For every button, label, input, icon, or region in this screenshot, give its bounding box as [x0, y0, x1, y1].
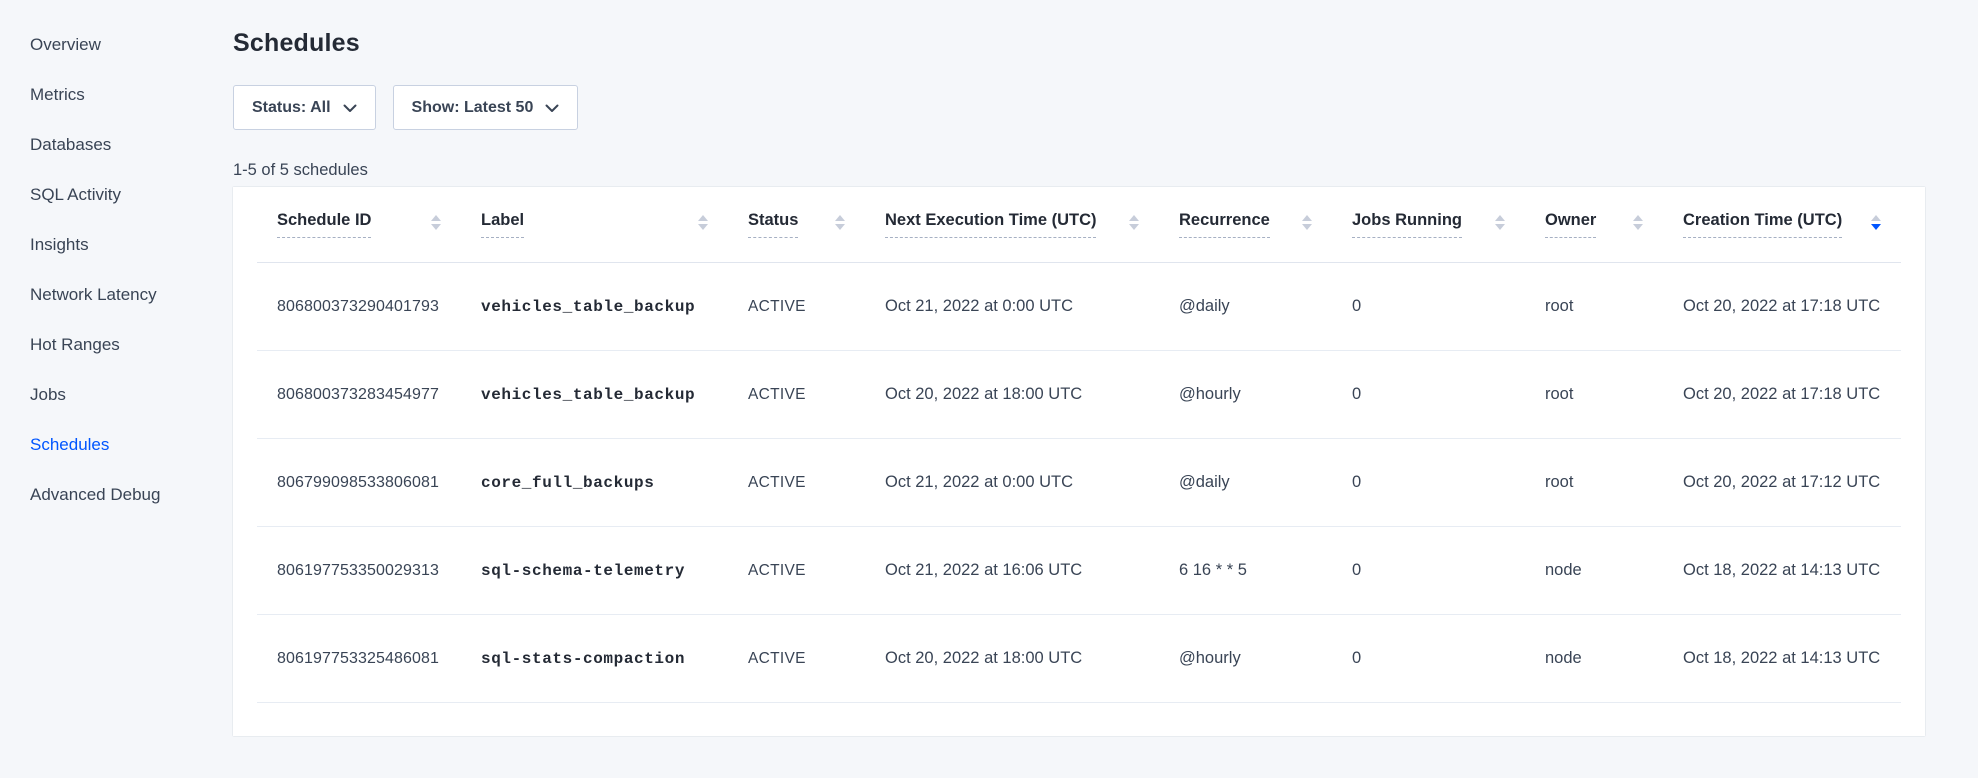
- sort-arrows-icon: [1129, 215, 1139, 230]
- chevron-down-icon: [545, 104, 559, 113]
- cell-status: ACTIVE: [748, 561, 806, 579]
- cell-creation-time: Oct 20, 2022 at 17:18 UTC: [1683, 385, 1881, 403]
- cell-jobs-running: 0: [1352, 561, 1362, 579]
- sort-arrows-icon: [431, 215, 441, 230]
- column-header-recurrence[interactable]: Recurrence: [1159, 211, 1332, 238]
- column-header-label: Next Execution Time (UTC): [885, 211, 1097, 238]
- column-header-owner[interactable]: Owner: [1525, 211, 1663, 238]
- chevron-down-icon: [343, 104, 357, 113]
- column-header-label: Label: [481, 211, 525, 238]
- cell-label: sql-schema-telemetry: [481, 561, 686, 580]
- sort-arrows-icon: [1871, 215, 1881, 230]
- column-header-next-execution[interactable]: Next Execution Time (UTC): [865, 211, 1159, 238]
- cell-schedule-id: 806799098533806081: [277, 473, 439, 491]
- cell-recurrence: @daily: [1179, 473, 1230, 491]
- table-header-row: Schedule ID Label Status Next Executio: [257, 187, 1901, 263]
- page-title: Schedules: [233, 29, 360, 57]
- table-row: 806197753325486081 sql-stats-compaction …: [257, 615, 1901, 703]
- show-filter-dropdown[interactable]: Show: Latest 50: [392, 85, 579, 130]
- cell-owner: root: [1545, 297, 1574, 315]
- sort-arrows-icon: [698, 215, 708, 230]
- table-row: 806197753350029313 sql-schema-telemetry …: [257, 527, 1901, 615]
- sort-arrows-icon: [835, 215, 845, 230]
- sidebar-item-advanced-debug[interactable]: Advanced Debug: [30, 485, 161, 504]
- cell-jobs-running: 0: [1352, 385, 1362, 403]
- sidebar-item-network-latency[interactable]: Network Latency: [30, 285, 157, 304]
- main-content: Schedules Status: All Show: Latest 50 1-…: [190, 0, 1978, 778]
- cell-status: ACTIVE: [748, 649, 806, 667]
- table-row: 806800373283454977 vehicles_table_backup…: [257, 351, 1901, 439]
- cell-owner: node: [1545, 561, 1582, 579]
- status-filter-label: Status: All: [252, 98, 331, 116]
- cell-status: ACTIVE: [748, 473, 806, 491]
- cell-schedule-id: 806197753325486081: [277, 649, 439, 667]
- column-header-jobs-running[interactable]: Jobs Running: [1332, 211, 1525, 238]
- column-header-label: Status: [748, 211, 799, 238]
- sidebar: Overview Metrics Databases SQL Activity Insi…: [0, 0, 190, 778]
- column-header-label: Owner: [1545, 211, 1597, 238]
- sidebar-item-overview[interactable]: Overview: [30, 35, 101, 54]
- cell-status: ACTIVE: [748, 297, 806, 315]
- sidebar-item-insights[interactable]: Insights: [30, 235, 89, 254]
- cell-creation-time: Oct 18, 2022 at 14:13 UTC: [1683, 561, 1881, 579]
- cell-label: vehicles_table_backup: [481, 297, 696, 316]
- sidebar-item-schedules[interactable]: Schedules: [30, 435, 110, 454]
- column-header-label: Schedule ID: [277, 211, 372, 238]
- column-header-label[interactable]: Label: [461, 211, 728, 238]
- sidebar-item-hot-ranges[interactable]: Hot Ranges: [30, 335, 120, 354]
- cell-recurrence: @hourly: [1179, 649, 1241, 667]
- cell-schedule-id: 806800373283454977: [277, 385, 439, 403]
- cell-creation-time: Oct 20, 2022 at 17:12 UTC: [1683, 473, 1881, 491]
- cell-label: sql-stats-compaction: [481, 649, 686, 668]
- cell-jobs-running: 0: [1352, 649, 1362, 667]
- cell-owner: root: [1545, 385, 1574, 403]
- cell-creation-time: Oct 20, 2022 at 17:18 UTC: [1683, 297, 1881, 315]
- cell-label: vehicles_table_backup: [481, 385, 696, 404]
- schedules-table-card: Schedule ID Label Status Next Executio: [233, 187, 1925, 736]
- cell-next-execution-time: Oct 20, 2022 at 18:00 UTC: [885, 649, 1083, 667]
- cell-recurrence: 6 16 * * 5: [1179, 561, 1247, 579]
- sort-arrows-icon: [1302, 215, 1312, 230]
- cell-label: core_full_backups: [481, 473, 655, 492]
- cell-owner: root: [1545, 473, 1574, 491]
- cell-next-execution-time: Oct 21, 2022 at 16:06 UTC: [885, 561, 1083, 579]
- filter-bar: Status: All Show: Latest 50: [233, 85, 1934, 130]
- column-header-label: Jobs Running: [1352, 211, 1462, 238]
- sidebar-item-metrics[interactable]: Metrics: [30, 85, 85, 104]
- column-header-id[interactable]: Schedule ID: [257, 211, 461, 238]
- sidebar-item-sql-activity[interactable]: SQL Activity: [30, 185, 122, 204]
- cell-recurrence: @hourly: [1179, 385, 1241, 403]
- table-row: 806800373290401793 vehicles_table_backup…: [257, 263, 1901, 351]
- cell-next-execution-time: Oct 21, 2022 at 0:00 UTC: [885, 473, 1074, 491]
- cell-jobs-running: 0: [1352, 297, 1362, 315]
- column-header-label: Creation Time (UTC): [1683, 211, 1843, 238]
- cell-schedule-id: 806197753350029313: [277, 561, 439, 579]
- cell-schedule-id: 806800373290401793: [277, 297, 439, 315]
- show-filter-label: Show: Latest 50: [411, 98, 534, 116]
- sort-arrows-icon: [1633, 215, 1643, 230]
- cell-creation-time: Oct 18, 2022 at 14:13 UTC: [1683, 649, 1881, 667]
- cell-status: ACTIVE: [748, 385, 806, 403]
- cell-recurrence: @daily: [1179, 297, 1230, 315]
- sidebar-item-databases[interactable]: Databases: [30, 135, 112, 154]
- sidebar-nav-list: Overview Metrics Databases SQL Activity Insi…: [30, 20, 190, 520]
- table-body: 806800373290401793 vehicles_table_backup…: [257, 263, 1901, 703]
- cell-next-execution-time: Oct 21, 2022 at 0:00 UTC: [885, 297, 1074, 315]
- column-header-creation-time[interactable]: Creation Time (UTC): [1663, 211, 1901, 238]
- column-header-label: Recurrence: [1179, 211, 1270, 238]
- cell-owner: node: [1545, 649, 1582, 667]
- sort-arrows-icon: [1495, 215, 1505, 230]
- column-header-status[interactable]: Status: [728, 211, 865, 238]
- status-filter-dropdown[interactable]: Status: All: [233, 85, 376, 130]
- cell-jobs-running: 0: [1352, 473, 1362, 491]
- sidebar-item-jobs[interactable]: Jobs: [30, 385, 66, 404]
- table-row: 806799098533806081 core_full_backups ACT…: [257, 439, 1901, 527]
- cell-next-execution-time: Oct 20, 2022 at 18:00 UTC: [885, 385, 1083, 403]
- results-count: 1-5 of 5 schedules: [233, 161, 368, 179]
